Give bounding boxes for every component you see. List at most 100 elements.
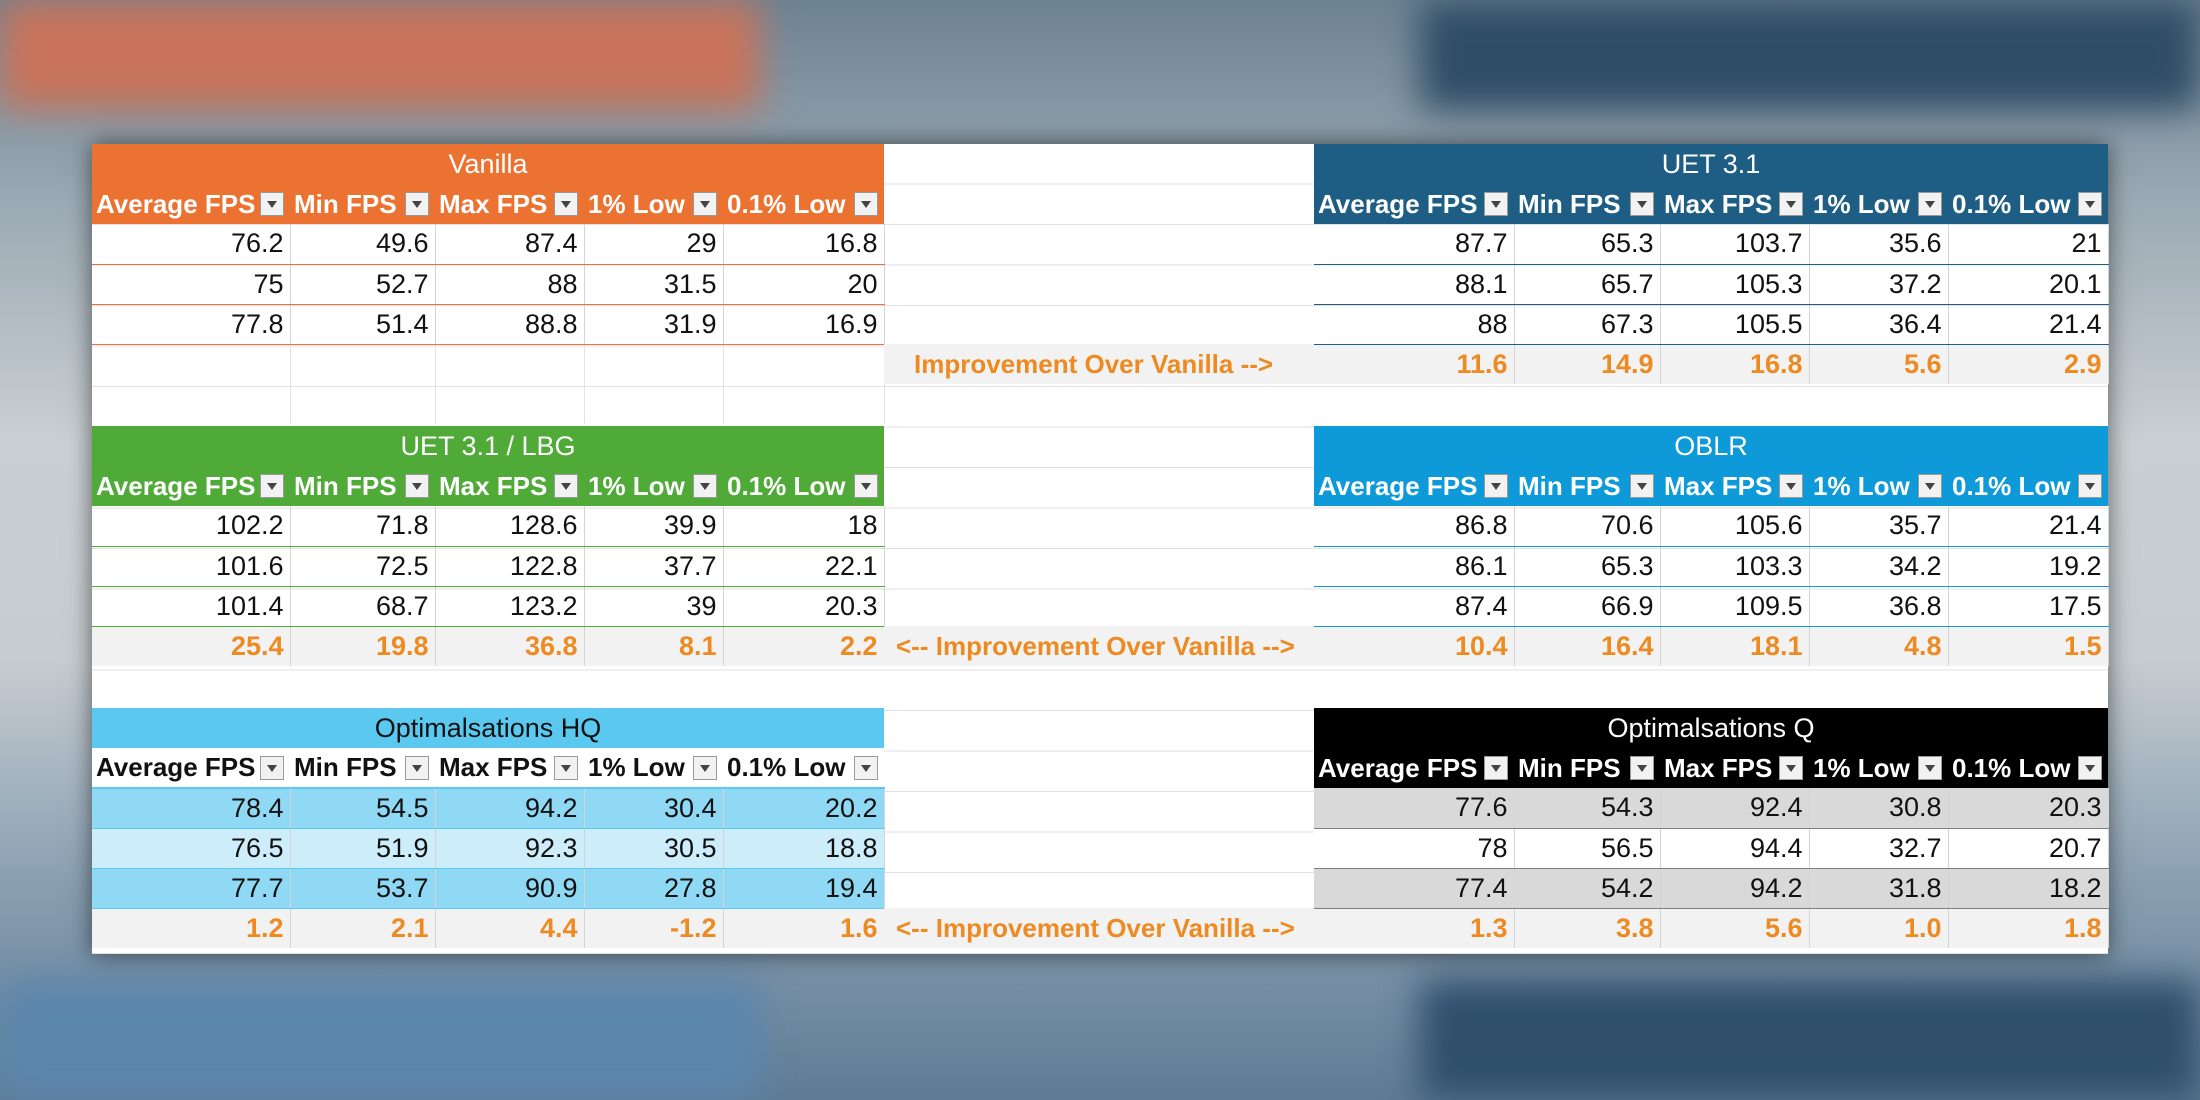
cell[interactable]: 19.2	[1948, 546, 2109, 587]
cell[interactable]: 128.6	[435, 506, 585, 547]
cell[interactable]: 18.8	[723, 828, 885, 869]
improvement-cell[interactable]: 5.6	[1660, 908, 1810, 948]
cell[interactable]: 56.5	[1514, 828, 1661, 869]
filter-dropdown-icon[interactable]	[405, 192, 429, 216]
filter-dropdown-icon[interactable]	[1918, 192, 1942, 216]
cell[interactable]: 78	[1314, 828, 1515, 869]
cell[interactable]: 94.4	[1660, 828, 1810, 869]
filter-dropdown-icon[interactable]	[1918, 474, 1942, 498]
cell[interactable]: 105.6	[1660, 506, 1810, 547]
column-header[interactable]: 0.1% Low	[723, 466, 885, 506]
column-header[interactable]: Max FPS	[435, 184, 584, 224]
cell[interactable]: 66.9	[1514, 586, 1661, 627]
cell[interactable]: 105.5	[1660, 304, 1810, 345]
filter-dropdown-icon[interactable]	[1779, 756, 1803, 780]
column-header[interactable]: 0.1% Low	[1948, 748, 2109, 788]
improvement-cell[interactable]: 5.6	[1809, 344, 1949, 384]
cell[interactable]: 17.5	[1948, 586, 2109, 627]
column-header[interactable]: Max FPS	[1660, 466, 1809, 506]
cell[interactable]: 87.4	[1314, 586, 1515, 627]
cell[interactable]: 20.7	[1948, 828, 2109, 869]
filter-dropdown-icon[interactable]	[1630, 192, 1654, 216]
cell[interactable]: 21.4	[1948, 506, 2109, 547]
filter-dropdown-icon[interactable]	[693, 756, 717, 780]
cell[interactable]: 31.8	[1809, 868, 1949, 909]
column-header[interactable]: Min FPS	[290, 184, 435, 224]
cell[interactable]: 65.3	[1514, 224, 1661, 265]
cell[interactable]: 30.4	[584, 788, 724, 829]
cell[interactable]: 29	[584, 224, 724, 265]
filter-dropdown-icon[interactable]	[693, 192, 717, 216]
cell[interactable]: 103.3	[1660, 546, 1810, 587]
cell[interactable]: 20.3	[1948, 788, 2109, 829]
cell[interactable]: 30.5	[584, 828, 724, 869]
improvement-cell[interactable]: -1.2	[584, 908, 724, 948]
cell[interactable]: 18.2	[1948, 868, 2109, 909]
cell[interactable]: 88	[1314, 304, 1515, 345]
cell[interactable]: 75	[92, 264, 291, 305]
column-header[interactable]: Min FPS	[1514, 748, 1660, 788]
column-header[interactable]: Average FPS	[92, 184, 290, 224]
cell[interactable]: 77.4	[1314, 868, 1515, 909]
filter-dropdown-icon[interactable]	[1779, 474, 1803, 498]
column-header[interactable]: 1% Low	[584, 466, 723, 506]
cell[interactable]: 77.6	[1314, 788, 1515, 829]
cell[interactable]: 122.8	[435, 546, 585, 587]
improvement-cell[interactable]: 1.5	[1948, 626, 2109, 666]
cell[interactable]: 65.7	[1514, 264, 1661, 305]
filter-dropdown-icon[interactable]	[260, 192, 284, 216]
cell[interactable]: 86.8	[1314, 506, 1515, 547]
cell[interactable]: 51.4	[290, 304, 436, 345]
filter-dropdown-icon[interactable]	[1630, 474, 1654, 498]
improvement-cell[interactable]: 3.8	[1514, 908, 1661, 948]
improvement-cell[interactable]: 16.4	[1514, 626, 1661, 666]
column-header[interactable]: 1% Low	[584, 184, 723, 224]
cell[interactable]: 76.2	[92, 224, 291, 265]
filter-dropdown-icon[interactable]	[854, 756, 879, 780]
improvement-cell[interactable]: 4.4	[435, 908, 585, 948]
cell[interactable]: 88.1	[1314, 264, 1515, 305]
cell[interactable]: 86.1	[1314, 546, 1515, 587]
improvement-cell[interactable]: 1.3	[1314, 908, 1515, 948]
cell[interactable]: 20	[723, 264, 885, 305]
filter-dropdown-icon[interactable]	[260, 474, 284, 498]
cell[interactable]: 78.4	[92, 788, 291, 829]
cell[interactable]: 65.3	[1514, 546, 1661, 587]
cell[interactable]: 22.1	[723, 546, 885, 587]
improvement-cell[interactable]: 25.4	[92, 626, 291, 666]
cell[interactable]: 101.6	[92, 546, 291, 587]
cell[interactable]: 35.6	[1809, 224, 1949, 265]
improvement-cell[interactable]: 1.6	[723, 908, 885, 948]
improvement-label-right[interactable]: Improvement Over Vanilla -->	[884, 344, 1314, 384]
cell[interactable]: 53.7	[290, 868, 436, 909]
cell[interactable]: 18	[723, 506, 885, 547]
column-header[interactable]: Average FPS	[1314, 184, 1514, 224]
cell[interactable]: 16.8	[723, 224, 885, 265]
cell[interactable]: 92.4	[1660, 788, 1810, 829]
improvement-cell[interactable]: 10.4	[1314, 626, 1515, 666]
filter-dropdown-icon[interactable]	[1779, 192, 1803, 216]
improvement-cell[interactable]: 11.6	[1314, 344, 1515, 384]
cell[interactable]: 87.4	[435, 224, 585, 265]
improvement-cell[interactable]: 4.8	[1809, 626, 1949, 666]
cell[interactable]: 123.2	[435, 586, 585, 627]
cell[interactable]: 88.8	[435, 304, 585, 345]
cell[interactable]: 36.8	[1809, 586, 1949, 627]
improvement-cell[interactable]: 8.1	[584, 626, 724, 666]
cell[interactable]: 51.9	[290, 828, 436, 869]
cell[interactable]: 68.7	[290, 586, 436, 627]
cell[interactable]: 109.5	[1660, 586, 1810, 627]
filter-dropdown-icon[interactable]	[1630, 756, 1654, 780]
cell[interactable]: 31.5	[584, 264, 724, 305]
cell[interactable]: 20.3	[723, 586, 885, 627]
cell[interactable]: 37.2	[1809, 264, 1949, 305]
cell[interactable]: 77.8	[92, 304, 291, 345]
cell[interactable]: 103.7	[1660, 224, 1810, 265]
filter-dropdown-icon[interactable]	[1918, 756, 1942, 780]
cell[interactable]: 72.5	[290, 546, 436, 587]
filter-dropdown-icon[interactable]	[405, 756, 429, 780]
filter-dropdown-icon[interactable]	[1484, 192, 1508, 216]
column-header[interactable]: Average FPS	[92, 748, 290, 789]
improvement-cell[interactable]: 2.2	[723, 626, 885, 666]
filter-dropdown-icon[interactable]	[554, 756, 578, 780]
